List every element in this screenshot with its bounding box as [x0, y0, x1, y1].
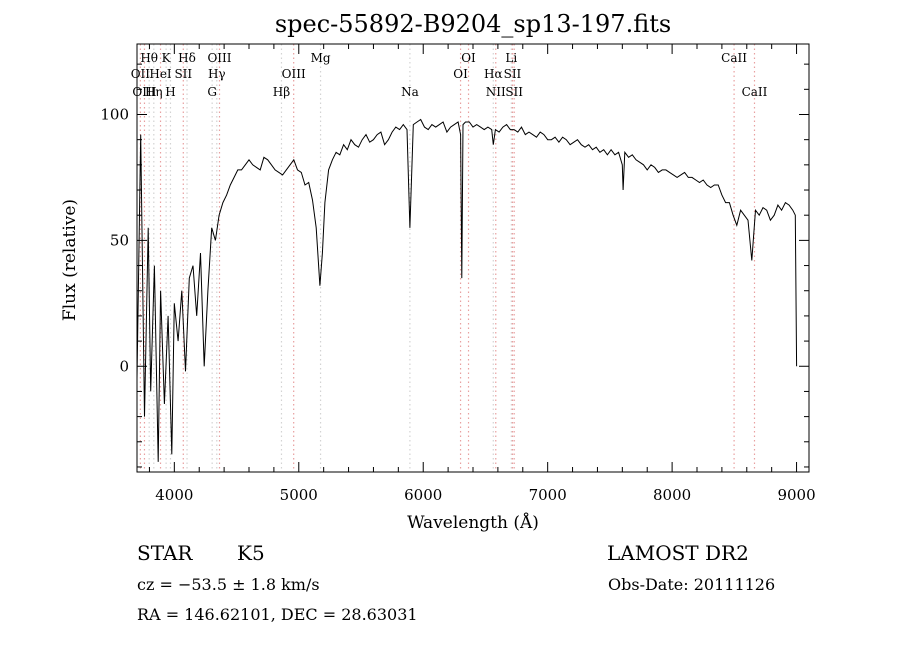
chart-title: spec-55892-B9204_sp13-197.fits [275, 10, 671, 38]
line-marker-label: OI [453, 67, 468, 81]
y-axis-title: Flux (relative) [60, 199, 80, 321]
y-tick-label: 0 [119, 357, 129, 375]
line-marker-label: SII [504, 67, 522, 81]
object-class: STAR [137, 541, 193, 565]
x-tick-label: 4000 [155, 486, 193, 504]
spectral-line-labels: Hθ OII OIII K HeI Hη SII H Hδ OIII Hγ G OIII Hβ Mg Na OI… [131, 51, 768, 99]
x-axis-title: Wavelength (Å) [407, 512, 539, 533]
y-axis-ticks: 0 50 100 [100, 63, 809, 468]
survey-name: LAMOST DR2 [607, 541, 749, 565]
y-tick-label: 100 [100, 105, 129, 123]
line-marker-label: OII [131, 67, 151, 81]
line-marker-label: Na [401, 85, 419, 99]
line-marker-label: OIII [207, 51, 231, 65]
line-marker-label: K [162, 51, 172, 65]
spectral-line-markers [139, 44, 756, 472]
x-tick-label: 6000 [404, 486, 442, 504]
coordinates: RA = 146.62101, DEC = 28.63031 [137, 605, 418, 624]
line-marker-label: SII [505, 85, 523, 99]
spectrum-line [136, 118, 798, 462]
y-tick-label: 50 [110, 231, 129, 249]
plot-frame [136, 43, 810, 473]
line-marker-label: Hγ [208, 67, 226, 81]
line-marker-label: Hη [145, 85, 163, 99]
line-marker-label: HeI [149, 67, 172, 81]
line-marker-label: Hα [484, 67, 503, 81]
x-tick-label: 5000 [280, 486, 318, 504]
line-marker-label: OIII [282, 67, 306, 81]
line-marker-label: Li [505, 51, 517, 65]
x-tick-label: 7000 [529, 486, 567, 504]
line-marker-label: CaII [721, 51, 747, 65]
x-axis-label: Wavelength [407, 513, 508, 533]
line-marker-label: Mg [311, 51, 331, 65]
object-subclass: K5 [237, 541, 265, 565]
line-marker-label: NII [486, 85, 506, 99]
line-marker-label: SII [174, 67, 192, 81]
line-marker-label: OI [461, 51, 476, 65]
line-marker-label: Hβ [273, 85, 290, 99]
line-marker-label: Hδ [178, 51, 196, 65]
observation-date: Obs-Date: 20111126 [608, 575, 775, 594]
line-marker-label: Hθ [140, 51, 158, 65]
line-marker-label: OIII [132, 85, 156, 99]
line-marker-label: H [165, 85, 175, 99]
redshift-cz: cz = −53.5 ± 1.8 km/s [137, 575, 320, 594]
x-axis-ticks: 4000 5000 6000 7000 8000 9000 [148, 44, 816, 504]
x-tick-label: 9000 [777, 486, 815, 504]
line-marker-label: CaII [742, 85, 768, 99]
line-marker-label: G [207, 85, 217, 99]
x-tick-label: 8000 [653, 486, 691, 504]
x-axis-unit: (Å) [513, 512, 539, 533]
